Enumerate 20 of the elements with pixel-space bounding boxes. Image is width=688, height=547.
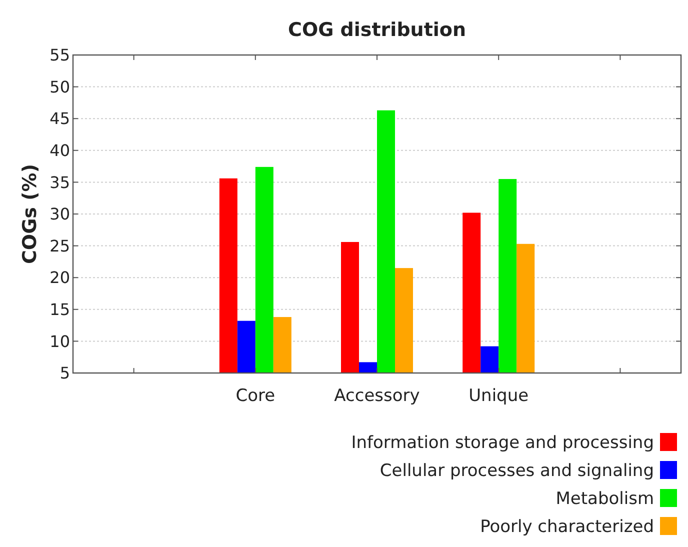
y-tick-label: 45 [50,109,70,128]
legend-label: Information storage and processing [351,432,654,453]
y-tick-label: 25 [50,236,70,256]
legend-label: Poorly characterized [480,516,654,537]
y-axis-title: COGs (%) [19,164,41,264]
y-tick-label: 10 [50,332,70,351]
y-tick-label: 20 [50,268,70,288]
chart-title: COG distribution [288,19,466,41]
y-tick-label: 50 [50,77,70,96]
legend-label: Metabolism [556,488,654,509]
y-tick-label: 15 [50,300,70,319]
x-tick-label: Accessory [334,386,420,406]
legend-label: Cellular processes and signaling [380,460,654,481]
y-tick-label: 40 [50,141,70,160]
y-tick-label: 30 [50,204,70,224]
x-tick-label: Unique [468,386,529,406]
y-tick-label: 35 [50,172,70,192]
y-tick-label: 5 [60,364,70,383]
y-tick-label: 55 [50,46,70,65]
x-tick-label: Core [236,386,276,406]
